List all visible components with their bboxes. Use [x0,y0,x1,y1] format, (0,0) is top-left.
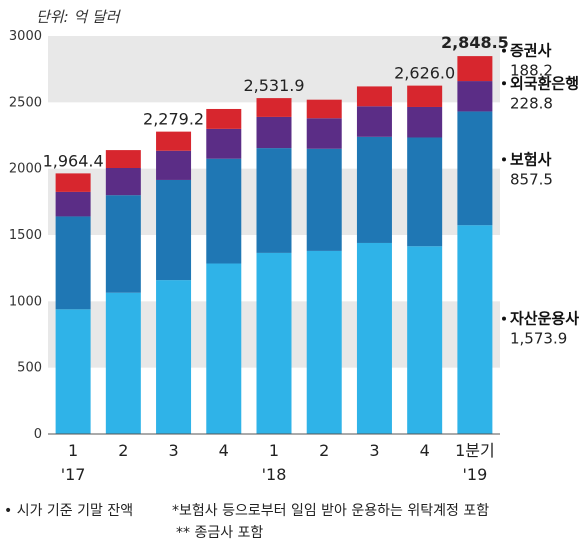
series-name: 외국환은행 [510,74,579,92]
x-year-label: '18 [262,465,287,484]
series-marker [502,316,506,321]
footnote-securities: ** 종금사 포함 [176,525,264,541]
series-name: 증권사 [510,42,552,60]
bar-segment [306,99,342,119]
bar-segment [55,309,91,434]
x-tick-label: 1 [269,441,279,460]
series-value: 1,573.9 [510,330,567,348]
total-label: 2,626.0 [394,64,455,83]
y-tick-label: 500 [17,361,42,376]
bar-segment [407,137,443,247]
bar-segment [306,148,342,251]
series-value: 188.2 [510,62,553,80]
y-tick-label: 2500 [9,95,42,110]
footnote-basis: • 시가 기준 기말 잔액 [4,503,134,519]
series-value: 857.5 [510,170,553,188]
series-marker [502,81,506,86]
bar-segment [156,280,192,434]
bar-segment [407,106,443,138]
footnote-line-2: ** 종금사 포함 [4,522,489,544]
y-tick-label: 1500 [9,228,42,243]
bar-segment [356,106,392,137]
footnote-line-1: • 시가 기준 기말 잔액 *보험사 등으로부터 일임 받아 운용하는 위탁계정… [4,500,489,522]
bar-segment [105,195,141,293]
y-tick-label: 1000 [9,294,42,309]
stacked-bar-chart: 0 500 1000 1500 2000 2500 3000 1,964.4 2,279.2 2… [9,29,579,484]
x-tick-label: 4 [420,441,430,460]
total-label: 2,531.9 [243,76,304,95]
bar-segment [407,85,443,107]
bar-segment [206,263,242,434]
x-tick-label: 1 [68,441,78,460]
bar-segment [55,191,91,217]
series-value: 228.8 [510,94,553,112]
total-labels: 1,964.4 2,279.2 2,531.9 2,626.0 2,848.5 [43,33,509,170]
bar-segment [457,225,493,434]
series-marker [502,48,506,53]
bar-segment [156,131,192,151]
bar-segment [457,81,493,112]
bar-segment [206,158,242,264]
bar-segment [407,246,443,434]
bar-segment [457,111,493,226]
bar-segment [156,179,192,281]
bar-segment [206,108,242,129]
x-tick-label: 2 [118,441,128,460]
bar-segment [356,86,392,107]
bar-group [55,56,493,434]
bar-segment [306,250,342,434]
bar-segment [306,118,342,149]
total-label: 2,848.5 [441,33,509,52]
bar-segment [55,173,91,192]
bar-segment [356,136,392,243]
bar-segment [105,150,141,169]
bar-segment [256,98,292,117]
footnotes: • 시가 기준 기말 잔액 *보험사 등으로부터 일임 받아 운용하는 위탁계정… [4,500,489,544]
x-axis: 1 2 3 4 1 2 3 4 1분기 '17 '18 '19 [48,433,500,484]
footnote-insurance: *보험사 등으로부터 일임 받아 운용하는 위탁계정 포함 [172,503,490,519]
series-marker [502,157,506,162]
bar-segment [105,292,141,434]
x-year-label: '19 [463,465,488,484]
y-tick-label: 3000 [9,29,42,44]
x-tick-label: 3 [168,441,178,460]
series-name: 보험사 [510,150,552,168]
total-label: 2,279.2 [143,110,204,129]
bar-segment [105,168,141,196]
x-tick-label: 2 [319,441,329,460]
x-tick-label: 3 [369,441,379,460]
bar-segment [55,216,91,310]
total-label: 1,964.4 [43,151,104,170]
bar-segment [457,56,493,82]
bar-segment [156,150,192,180]
bar-segment [256,252,292,434]
y-tick-label: 0 [34,427,42,442]
bar-segment [256,116,292,149]
bar-segment [206,128,242,159]
y-tick-label: 2000 [9,162,42,177]
unit-label: 단위: 억 달러 [36,8,120,26]
x-year-label: '17 [61,465,86,484]
series-name: 자산운용사 [510,310,579,328]
y-axis: 0 500 1000 1500 2000 2500 3000 [9,29,42,442]
bar-segment [256,148,292,253]
x-tick-label: 1분기 [455,441,495,460]
x-tick-label: 4 [219,441,229,460]
bar-segment [356,242,392,434]
